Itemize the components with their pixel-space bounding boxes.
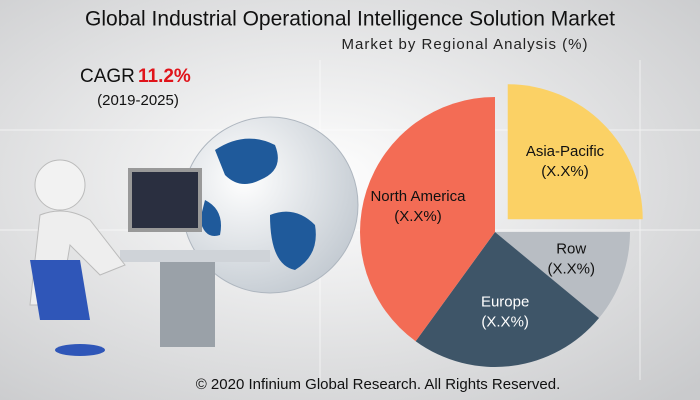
slice-value-label: (X.X%)	[481, 313, 529, 330]
slice-value-label: (X.X%)	[541, 163, 589, 180]
illustration	[29, 116, 359, 356]
slice-label: Asia-Pacific	[526, 143, 605, 160]
subtitle: Market by Regional Analysis (%)	[342, 36, 589, 53]
footer: © 2020 Infinium Global Research. All Rig…	[196, 376, 561, 393]
pie: Asia-Pacific (X.X%) Row (X.X%) Europe (X.X%) N…	[360, 84, 643, 367]
cagr-period: (2019-2025)	[97, 92, 179, 109]
pie-slice	[507, 84, 643, 220]
pie-slice	[495, 232, 630, 319]
slice-label: North America	[370, 188, 466, 205]
slice-label: Europe	[481, 293, 529, 310]
title: Global Industrial Operational Intelligen…	[85, 8, 615, 31]
pie-slice	[360, 97, 495, 342]
slice-value-label: (X.X%)	[394, 208, 442, 225]
cagr-label: CAGR	[80, 66, 135, 87]
cagr-value: 11.2%	[138, 66, 191, 87]
pie-slice	[415, 232, 600, 367]
slice-value-label: (X.X%)	[547, 260, 595, 277]
slice-label: Row	[556, 240, 586, 257]
